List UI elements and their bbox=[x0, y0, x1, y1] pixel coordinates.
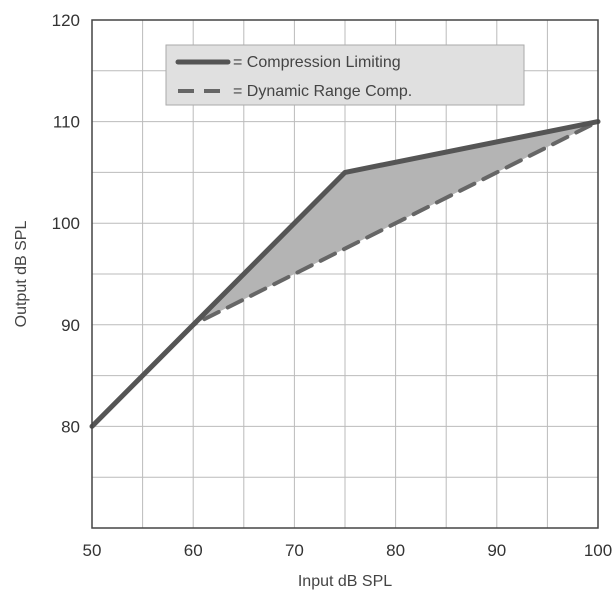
x-tick-label: 100 bbox=[584, 541, 612, 560]
legend-box bbox=[165, 44, 525, 106]
legend: = Compression Limiting = Dynamic Range C… bbox=[165, 44, 525, 106]
series-line-compression-limiting bbox=[89, 119, 601, 429]
y-tick-label: 90 bbox=[61, 316, 80, 335]
legend-label-compression-limiting: = Compression Limiting bbox=[233, 54, 401, 71]
shaded-difference-area bbox=[92, 121, 598, 427]
y-axis-title: Output dB SPL bbox=[13, 221, 30, 328]
x-axis-title: Input dB SPL bbox=[298, 573, 392, 590]
y-tick-label: 110 bbox=[53, 113, 80, 132]
y-tick-labels: 80 90 100 110 120 bbox=[52, 11, 80, 436]
x-tick-label: 60 bbox=[184, 541, 203, 560]
x-tick-label: 70 bbox=[285, 541, 304, 560]
x-tick-label: 90 bbox=[487, 541, 506, 560]
plot-frame bbox=[91, 19, 599, 529]
x-tick-label: 80 bbox=[386, 541, 405, 560]
legend-label-dynamic-range-comp: = Dynamic Range Comp. bbox=[233, 83, 412, 100]
y-tick-label: 100 bbox=[52, 214, 80, 233]
series-lines bbox=[89, 119, 601, 429]
x-tick-labels: 50 60 70 80 90 100 bbox=[83, 541, 613, 560]
x-tick-label: 50 bbox=[83, 541, 102, 560]
y-tick-label: 80 bbox=[61, 417, 80, 436]
y-tick-label: 120 bbox=[52, 11, 80, 30]
